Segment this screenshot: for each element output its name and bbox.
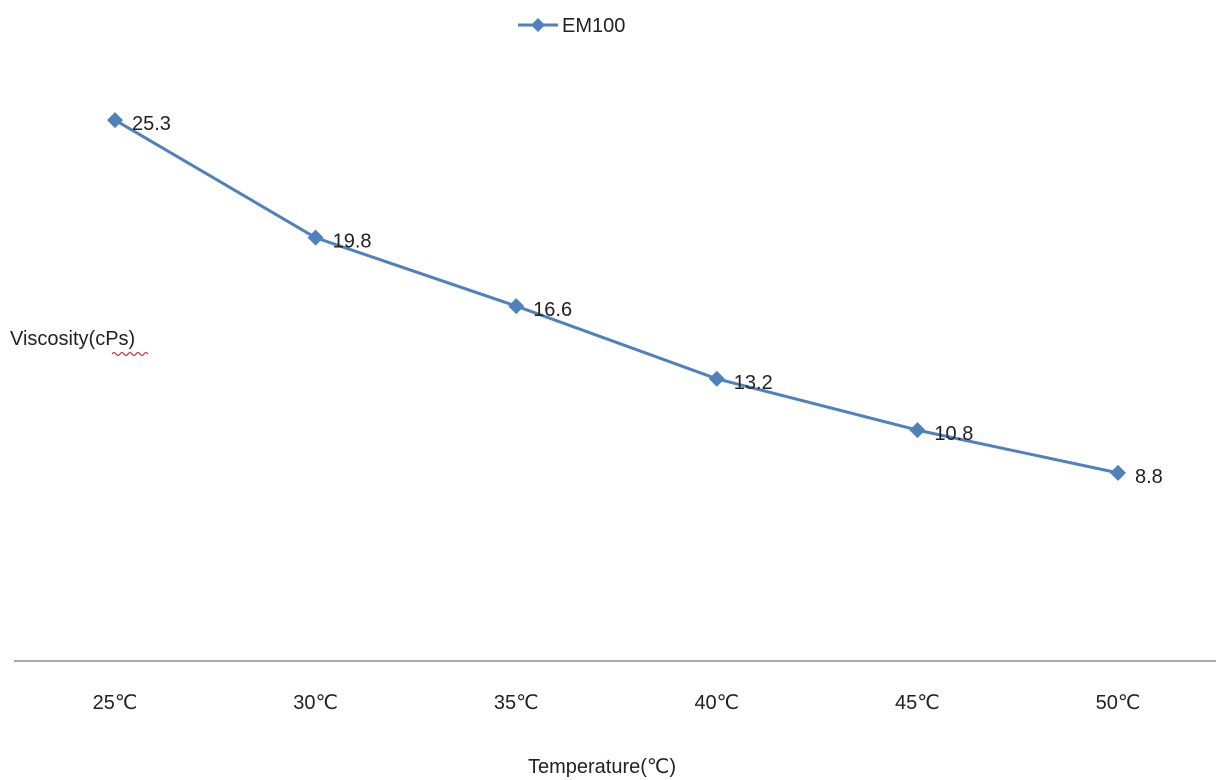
x-tick-label: 45℃ xyxy=(895,692,940,714)
data-point-marker xyxy=(909,422,926,439)
data-label: 19.8 xyxy=(333,231,372,253)
data-label: 13.2 xyxy=(734,372,773,394)
data-label: 10.8 xyxy=(934,423,973,445)
y-axis-title-group: Viscosity(cPs) xyxy=(10,328,149,357)
x-tick-label: 40℃ xyxy=(694,692,739,714)
legend-label-em100: EM100 xyxy=(562,15,625,37)
x-axis-title: Temperature(℃) xyxy=(528,756,676,778)
x-tick-label: 50℃ xyxy=(1096,692,1141,714)
data-label: 16.6 xyxy=(533,299,572,321)
data-label: 8.8 xyxy=(1135,466,1163,488)
x-tick-label: 35℃ xyxy=(494,692,539,714)
data-point-marker xyxy=(307,229,324,246)
data-label: 25.3 xyxy=(132,113,171,135)
legend-diamond-icon xyxy=(531,18,545,32)
legend: EM100 xyxy=(518,15,625,37)
data-point-marker xyxy=(107,112,123,129)
x-tick-label: 30℃ xyxy=(293,692,338,714)
y-axis-title: Viscosity(cPs) xyxy=(10,328,135,350)
series-line xyxy=(114,118,1119,475)
spellcheck-underline xyxy=(111,351,149,357)
data-point-marker xyxy=(508,298,525,315)
series-em100: 25.3 19.8 16.6 13.2 10.8 8.8 xyxy=(107,112,1163,488)
data-point-marker xyxy=(708,370,725,387)
data-point-marker xyxy=(1110,464,1126,481)
x-tick-labels: 25℃ 30℃ 35℃ 40℃ 45℃ 50℃ xyxy=(93,692,1141,714)
x-tick-label: 25℃ xyxy=(93,692,138,714)
